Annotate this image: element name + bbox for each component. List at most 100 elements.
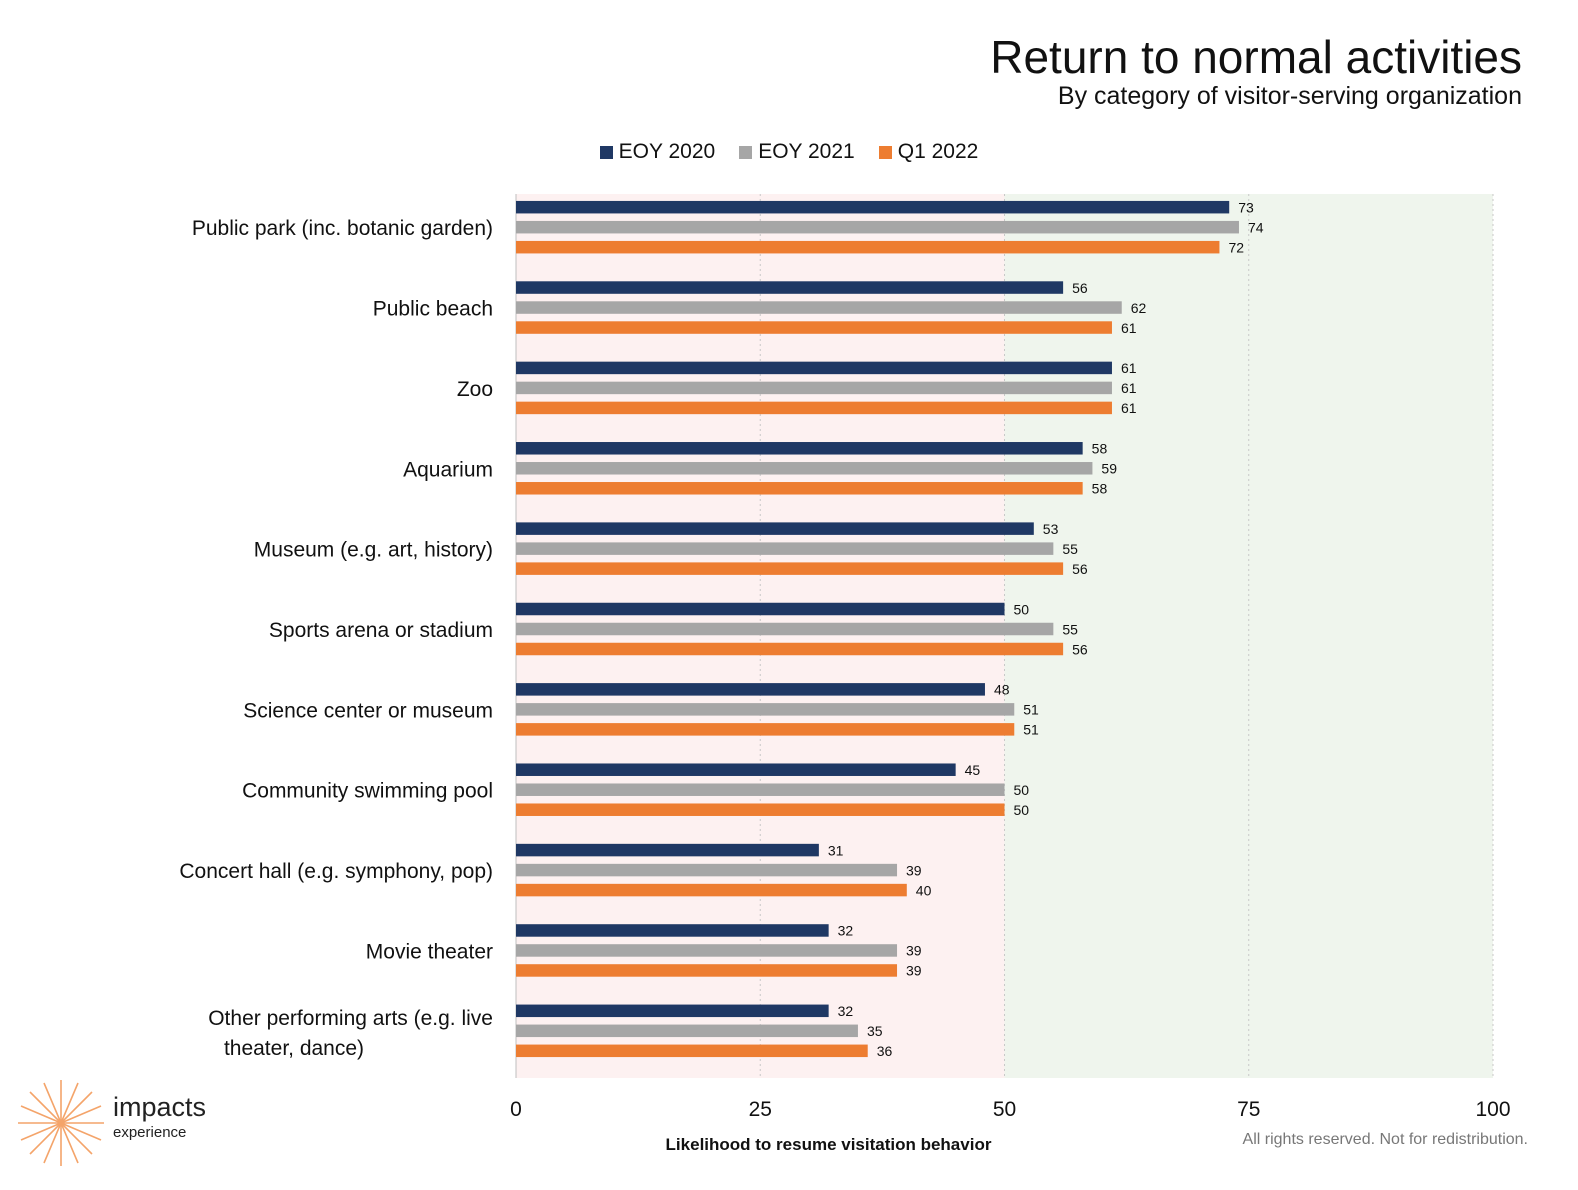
bar [516,562,1064,575]
bar [516,1004,829,1018]
category-label: Concert hall (e.g. symphony, pop) [179,860,493,883]
bar [516,1044,868,1058]
category-label: Community swimming pool [242,780,493,803]
data-label: 50 [1014,601,1030,617]
x-tick-label: 25 [749,1098,772,1121]
category-label: Science center or museum [243,699,493,722]
data-label: 72 [1228,239,1244,255]
data-label: 56 [1072,561,1088,577]
bar [516,944,898,957]
chart-subtitle: By category of visitor-serving organizat… [1057,82,1522,110]
data-label: 40 [916,882,932,898]
data-label: 36 [877,1043,893,1059]
bar [516,1024,858,1038]
data-label: 58 [1092,441,1108,457]
x-tick-label: 100 [1475,1098,1510,1121]
data-label: 32 [838,923,854,939]
logo-name: impacts [113,1092,207,1122]
category-label: Aquarium [403,458,493,481]
x-tick-label: 75 [1237,1098,1260,1121]
bar [516,401,1112,415]
category-label: Movie theater [366,940,493,963]
data-label: 56 [1072,280,1088,296]
bar [516,542,1054,555]
legend-label: EOY 2021 [758,140,855,163]
bar [516,683,985,696]
category-label: Museum (e.g. art, history) [254,539,493,562]
bar [516,381,1112,395]
category-label: Sports arena or stadium [269,619,493,642]
category-label: Zoo [457,378,493,401]
data-label: 39 [906,943,922,959]
bar [516,883,907,897]
bar [516,723,1015,736]
legend: EOY 2020 EOY 2021 Q1 2022 [0,140,1578,164]
legend-swatch [599,145,613,159]
category-label: Other performing arts (e.g. live [208,1007,493,1030]
bar [516,763,956,776]
bar [516,442,1083,455]
category-label: theater, dance) [224,1037,364,1060]
bar [516,924,829,937]
data-label: 39 [906,862,922,878]
bar [516,703,1015,716]
bar [516,642,1064,656]
data-label: 32 [838,1003,854,1019]
data-label: 61 [1121,360,1137,376]
legend-item-eoy-2021: EOY 2021 [739,140,855,164]
data-label: 74 [1248,219,1264,235]
bar [516,240,1220,254]
category-label: Public beach [373,298,493,321]
data-label: 58 [1092,481,1108,497]
legend-swatch [739,145,753,159]
logo-subtitle: experience [113,1124,187,1141]
bar [516,602,1005,616]
category-label: Public park (inc. botanic garden) [192,217,493,240]
bar [516,783,1005,796]
bar [516,622,1054,636]
x-axis-label: Likelihood to resume visitation behavior [666,1135,992,1154]
data-label: 55 [1062,541,1078,557]
data-label: 35 [867,1023,883,1039]
data-label: 50 [1014,802,1030,818]
bar [516,964,898,977]
data-label: 53 [1043,521,1059,537]
legend-label: EOY 2020 [618,140,716,163]
data-label: 51 [1023,722,1039,738]
legend-swatch [878,145,892,159]
data-label: 45 [965,762,981,778]
x-tick-label: 50 [993,1098,1016,1121]
data-label: 55 [1062,621,1078,637]
bar [516,301,1122,314]
legend-item-eoy-2020: EOY 2020 [599,140,716,164]
legend-item-q1-2022: Q1 2022 [878,140,979,164]
data-label: 73 [1238,199,1254,215]
data-label: 61 [1121,400,1137,416]
bar [516,321,1112,334]
data-label: 62 [1131,300,1147,316]
bar [516,803,1005,816]
data-label: 59 [1101,461,1117,477]
starburst-icon [18,1080,104,1166]
bar [516,281,1064,294]
bar [516,843,819,857]
bar [516,220,1239,234]
bar [516,482,1083,495]
legend-label: Q1 2022 [897,140,979,163]
data-label: 48 [994,682,1010,698]
data-label: 31 [828,842,844,858]
data-label: 56 [1072,641,1088,657]
data-label: 61 [1121,320,1137,336]
bar [516,522,1034,535]
bar [516,200,1230,214]
bar [516,462,1093,475]
x-tick-label: 0 [510,1098,522,1121]
bar [516,361,1112,375]
data-label: 50 [1014,782,1030,798]
data-label: 39 [906,963,922,979]
footer-note: All rights reserved. Not for redistribut… [1242,1131,1528,1148]
data-label: 61 [1121,380,1137,396]
data-label: 51 [1023,702,1039,718]
bar [516,863,898,877]
